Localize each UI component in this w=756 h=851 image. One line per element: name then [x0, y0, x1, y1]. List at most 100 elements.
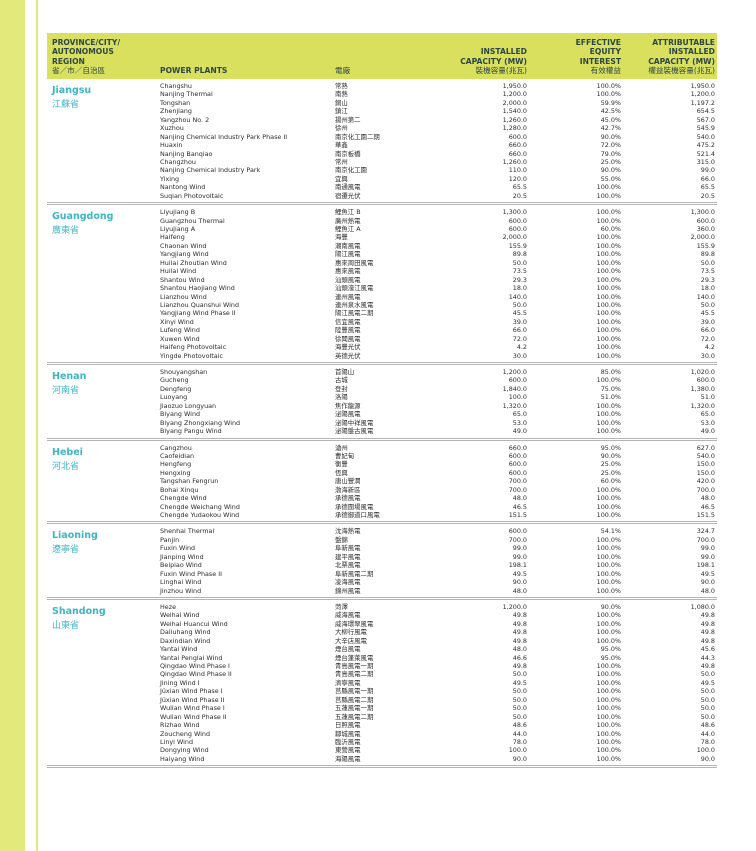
equity-interest: 100.0% [596, 250, 621, 259]
plant-name-zh: 莒縣風電二期 [335, 695, 374, 704]
plant-name: Yantai Wind [160, 645, 198, 654]
attributable-capacity: 90.0 [700, 578, 715, 587]
plant-name: Hengfeng [160, 460, 192, 469]
province-name-zh: 廣東省 [52, 226, 80, 237]
equity-interest: 100.0% [596, 376, 621, 385]
attributable-capacity: 50.0 [700, 258, 715, 267]
header-line: AUTONOMOUS [52, 47, 114, 57]
installed-capacity: 49.5 [512, 569, 527, 578]
table-row: Daxindian Wind 大辛店風電 49.8 100.0% 49.8 [47, 637, 717, 645]
attributable-capacity: 99.0 [700, 552, 715, 561]
plant-name-zh: 北票風電 [335, 561, 361, 570]
installed-capacity: 49.8 [512, 636, 527, 645]
plant-name: Dengfeng [160, 384, 192, 393]
table-row: Chengde Yudaokou Wind 承德御道口風電 151.5 100.0% 1… [47, 511, 717, 519]
plant-name: Jüxian Wind Phase II [160, 695, 225, 704]
table-row: Daliuhang Wind 大柳行風電 49.8 100.0% 49.8 [47, 628, 717, 636]
table-row: Jüxian Wind Phase I 莒縣風電一期 50.0 100.0% 50.0 [47, 687, 717, 695]
header-province: PROVINCE/CITY/ AUTONOMOUS REGION 省／市／自治區 [52, 38, 120, 76]
plant-name-zh: 菏澤 [335, 602, 348, 611]
province-label: Guangdong 廣東省 [52, 209, 113, 239]
plant-name: Biyang Wind [160, 410, 201, 419]
plant-name-zh: 登封 [335, 384, 348, 393]
plant-name: Rizhao Wind [160, 721, 200, 730]
installed-capacity: 50.0 [512, 258, 527, 267]
plant-name-zh: 臨沂風電 [335, 737, 361, 746]
plant-name: Tongshan [160, 98, 191, 107]
plant-name: Beipiao Wind [160, 561, 202, 570]
table-header: PROVINCE/CITY/ AUTONOMOUS REGION 省／市／自治區… [47, 33, 717, 79]
table-row: Luoyang 洛陽 100.0 51.0% 51.0 [47, 393, 717, 401]
plant-name: Daliuhang Wind [160, 628, 211, 637]
attributable-capacity: 44.3 [700, 653, 715, 662]
plant-name: Caofeidian [160, 451, 195, 460]
header-line: REGION [52, 56, 85, 66]
installed-capacity: 65.5 [512, 183, 527, 192]
attributable-capacity: 600.0 [696, 376, 715, 385]
table-row: Tangshan Fengrun 唐山豐潤 700.0 60.0% 420.0 [47, 477, 717, 485]
plant-name-zh: 青島風電一期 [335, 662, 374, 670]
attributable-capacity: 151.5 [696, 511, 715, 519]
plant-name-zh: 泌陽盤古風電 [335, 427, 374, 436]
installed-capacity: 29.3 [512, 275, 527, 284]
plant-name: Yantai Penglai Wind [160, 653, 223, 662]
installed-capacity: 49.5 [512, 678, 527, 687]
attributable-capacity: 540.0 [696, 132, 715, 141]
equity-interest: 95.0% [600, 443, 621, 452]
province-name: Shandong [52, 605, 106, 617]
plant-name: Jüxian Wind Phase I [160, 687, 223, 696]
header-power-plants-zh: 電廠 [335, 66, 351, 76]
plant-name: Luoyang [160, 393, 188, 402]
equity-interest: 100.0% [596, 326, 621, 335]
plant-name-zh: 青島風電二期 [335, 670, 374, 679]
equity-interest: 100.0% [596, 670, 621, 679]
equity-interest: 100.0% [596, 561, 621, 570]
table-row: Jining Wind I 濟寧風電 49.5 100.0% 49.5 [47, 679, 717, 687]
header-attributable-capacity: ATTRIBUTABLE INSTALLED CAPACITY (MW) 權益裝… [648, 38, 715, 76]
table-row: Liyujiang A 鯉魚江 A 600.0 60.0% 360.0 [47, 225, 717, 233]
plant-name: Jiaozuo Longyuan [160, 401, 217, 410]
installed-capacity: 2,000.0 [502, 98, 527, 107]
table-row: Jinzhou Wind 錦州風電 48.0 100.0% 48.0 [47, 587, 717, 595]
plant-name-zh: 洛陽 [335, 393, 348, 402]
province-name-zh: 河北省 [52, 461, 80, 472]
equity-interest: 59.9% [600, 98, 621, 107]
attributable-capacity: 700.0 [696, 535, 715, 544]
plant-name-zh: 鄒城風電 [335, 729, 361, 738]
plant-name: Qingdao Wind Phase I [160, 662, 230, 670]
table-row: Lufeng Wind 陸豐風電 66.0 100.0% 66.0 [47, 326, 717, 334]
plant-name-zh: 五蓮風電一期 [335, 704, 374, 713]
plant-name: Haifeng [160, 233, 185, 242]
plant-name-zh: 古城 [335, 376, 348, 385]
equity-interest: 100.0% [596, 535, 621, 544]
attributable-capacity: 600.0 [696, 216, 715, 225]
province-name: Guangdong [52, 211, 114, 223]
plant-name: Cangzhou [160, 443, 192, 452]
installed-capacity: 44.0 [512, 729, 527, 738]
plant-name-zh: 焦作龍源 [335, 401, 361, 410]
plant-name: Nantong Wind [160, 183, 206, 192]
installed-capacity: 600.0 [508, 460, 527, 469]
table-row: Weihai Huancui Wind 威海環翠風電 49.8 100.0% 49.8 [47, 620, 717, 628]
table-row: Linyi Wind 臨沂風電 78.0 100.0% 78.0 [47, 738, 717, 746]
installed-capacity: 50.0 [512, 712, 527, 721]
plant-name: Yangjiang Wind [160, 250, 209, 259]
header-line: INTEREST [579, 56, 621, 66]
header-line: CAPACITY (MW) [460, 56, 527, 66]
installed-capacity: 66.0 [512, 326, 527, 335]
equity-interest: 72.0% [600, 141, 621, 150]
attributable-capacity: 45.6 [700, 645, 715, 654]
plant-name-zh: 徐聞風電 [335, 334, 361, 343]
installed-capacity: 1,200.0 [502, 368, 527, 376]
plant-name-zh: 唐山豐潤 [335, 477, 361, 486]
installed-capacity: 2,000.0 [502, 233, 527, 242]
attributable-capacity: 49.5 [700, 678, 715, 687]
installed-capacity: 140.0 [508, 292, 527, 301]
table-row: Shantou Haojiang Wind 汕頭濠江風電 18.0 100.0% 18.… [47, 284, 717, 292]
plant-name: Linghai Wind [160, 578, 202, 587]
installed-capacity: 120.0 [508, 174, 527, 183]
installed-capacity: 89.8 [512, 250, 527, 259]
province-label: Liaoning 遼寧省 [52, 528, 98, 558]
installed-capacity: 46.6 [512, 653, 527, 662]
attributable-capacity: 73.5 [700, 267, 715, 276]
